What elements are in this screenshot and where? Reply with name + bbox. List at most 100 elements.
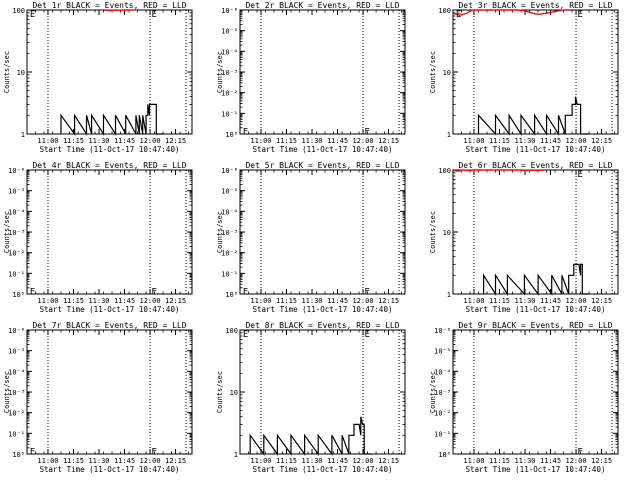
- y-tick-label: 10⁻⁵: [8, 348, 25, 356]
- x-tick-label: 11:15: [63, 137, 84, 145]
- y-tick-label: 10: [230, 389, 238, 397]
- x-tick-label: 11:30: [301, 297, 322, 305]
- x-tick-label: 12:00: [139, 297, 160, 305]
- x-tick-label: 11:15: [276, 457, 297, 465]
- y-tick-label: 100: [438, 7, 451, 15]
- x-tick-label: 11:00: [250, 137, 271, 145]
- y-tick-label: 10⁻⁴: [8, 208, 25, 216]
- x-tick-label: 11:45: [540, 137, 561, 145]
- plot-frame: [26, 169, 193, 295]
- x-tick-label: 11:15: [489, 297, 510, 305]
- marker-label: E: [577, 170, 582, 180]
- x-tick-label: 12:00: [139, 457, 160, 465]
- y-tick-label: 10: [443, 69, 451, 77]
- x-tick-label: 11:00: [250, 297, 271, 305]
- marker-label: E: [364, 287, 369, 297]
- detector-panel-5: Det 5r BLACK = Events, RED = LLD 10⁰ 10⁻¹ 1…: [216, 161, 406, 314]
- x-tick-label: 11:15: [489, 137, 510, 145]
- x-tick-label: 11:00: [463, 137, 484, 145]
- y-tick-label: 10⁻²: [8, 250, 25, 258]
- marker-label: E: [243, 287, 248, 297]
- marker-label: E: [151, 447, 156, 457]
- x-tick-label: 11:30: [301, 457, 322, 465]
- x-tick-label: 12:15: [591, 137, 612, 145]
- y-tick-label: 10: [443, 229, 451, 237]
- y-tick-label: 1: [447, 131, 451, 139]
- plot-frame: [239, 9, 406, 135]
- x-tick-label: 11:45: [540, 297, 561, 305]
- y-axis-label: Counts/sec: [216, 51, 224, 93]
- y-tick-label: 10⁰: [12, 451, 25, 459]
- marker-label: E: [243, 330, 248, 340]
- y-tick-label: 10⁻⁶: [434, 327, 451, 335]
- x-axis-label: Start Time (11-Oct-17 10:47:40): [466, 465, 606, 474]
- x-axis-label: Start Time (11-Oct-17 10:47:40): [466, 305, 606, 314]
- events-series-line: [60, 103, 164, 137]
- x-tick-label: 12:00: [565, 297, 586, 305]
- x-tick-label: 11:30: [88, 457, 109, 465]
- marker-label: E: [243, 127, 248, 137]
- detector-panel-7: Det 7r BLACK = Events, RED = LLD 10⁰ 10⁻¹ 1…: [3, 321, 193, 474]
- marker-label: E: [456, 10, 461, 20]
- x-tick-label: 11:00: [37, 297, 58, 305]
- x-tick-label: 12:00: [565, 457, 586, 465]
- y-tick-label: 10⁻⁴: [8, 368, 25, 376]
- lld-series-line: [103, 9, 133, 12]
- x-tick-label: 11:15: [63, 297, 84, 305]
- y-tick-label: 10⁰: [225, 291, 238, 299]
- y-tick-label: 10⁻⁴: [221, 208, 238, 216]
- y-tick-label: 10⁻¹: [434, 430, 451, 438]
- y-tick-label: 10⁻³: [8, 229, 25, 237]
- y-axis-label: Counts/sec: [3, 371, 11, 413]
- panel-title: Det 7r BLACK = Events, RED = LLD: [32, 321, 186, 330]
- x-tick-label: 12:15: [378, 297, 399, 305]
- panel-title: Det 9r BLACK = Events, RED = LLD: [458, 321, 612, 330]
- x-tick-label: 11:45: [114, 137, 135, 145]
- x-tick-label: 11:30: [301, 137, 322, 145]
- x-axis-label: Start Time (11-Oct-17 10:47:40): [466, 145, 606, 154]
- y-tick-label: 10⁻⁶: [221, 7, 238, 15]
- x-tick-label: 11:00: [37, 137, 58, 145]
- y-tick-label: 10⁻³: [221, 229, 238, 237]
- x-tick-label: 12:00: [139, 137, 160, 145]
- x-tick-label: 11:30: [88, 297, 109, 305]
- y-axis-label: Counts/sec: [216, 211, 224, 253]
- y-tick-label: 10⁻²: [8, 410, 25, 418]
- x-axis-label: Start Time (11-Oct-17 10:47:40): [40, 145, 180, 154]
- y-tick-label: 100: [438, 167, 451, 175]
- x-tick-label: 12:15: [591, 457, 612, 465]
- plot-frame: [26, 329, 193, 455]
- marker-label: E: [151, 287, 156, 297]
- y-tick-label: 10⁻¹: [221, 270, 238, 278]
- x-tick-label: 11:15: [276, 297, 297, 305]
- y-tick-label: 10⁻⁶: [8, 327, 25, 335]
- plot-frame: [239, 329, 406, 455]
- marker-label: E: [364, 127, 369, 137]
- x-tick-label: 11:45: [114, 297, 135, 305]
- y-tick-label: 10⁰: [225, 131, 238, 139]
- x-tick-label: 11:30: [514, 457, 535, 465]
- y-tick-label: 10⁻⁵: [8, 188, 25, 196]
- panel-title: Det 4r BLACK = Events, RED = LLD: [32, 161, 186, 170]
- events-series-line: [483, 263, 590, 297]
- x-axis-label: Start Time (11-Oct-17 10:47:40): [253, 145, 393, 154]
- y-tick-label: 10⁻³: [221, 69, 238, 77]
- y-axis-label: Counts/sec: [216, 371, 224, 413]
- y-tick-label: 10⁻⁵: [221, 28, 238, 36]
- x-tick-label: 12:15: [165, 297, 186, 305]
- panel-title: Det 6r BLACK = Events, RED = LLD: [458, 161, 612, 170]
- x-axis-label: Start Time (11-Oct-17 10:47:40): [253, 305, 393, 314]
- y-axis-label: Counts/sec: [3, 211, 11, 253]
- detector-panel-8: Det 8r BLACK = Events, RED = LLD 1 10 100 Co…: [216, 321, 406, 474]
- y-tick-label: 1: [21, 131, 25, 139]
- y-tick-label: 10⁻²: [434, 410, 451, 418]
- events-series-line: [249, 416, 373, 456]
- panel-title: Det 5r BLACK = Events, RED = LLD: [245, 161, 399, 170]
- marker-label: E: [30, 447, 35, 457]
- y-tick-label: 10⁻⁴: [434, 368, 451, 376]
- x-tick-label: 11:45: [540, 457, 561, 465]
- y-axis-label: Counts/sec: [429, 211, 437, 253]
- panel-title: Det 1r BLACK = Events, RED = LLD: [32, 1, 186, 10]
